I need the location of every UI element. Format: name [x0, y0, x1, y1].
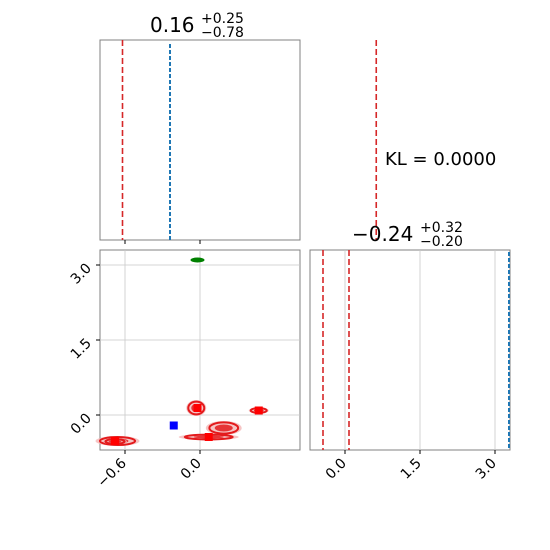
panel-marginal-2: 0.0 1.5 3.0 −0.24 +0.32 −0.20	[309, 220, 511, 483]
red-marker-3	[254, 406, 263, 415]
panel-2-title-lower: −0.20	[420, 234, 463, 250]
panel-marginal-1: 0.16 +0.25 −0.78	[99, 11, 378, 244]
red-marker-0	[111, 437, 119, 445]
panel-2-xtick-label-1: 1.5	[398, 456, 425, 483]
red-marker-2	[204, 433, 213, 441]
joint-ytick-label-0: 0.0	[68, 411, 95, 438]
joint-xtick-label-1: 0.0	[178, 456, 205, 483]
panel-2-title-main: −0.24	[352, 222, 413, 246]
joint-ytick-label-2: 3.0	[68, 261, 95, 288]
panel-1-title-lower: −0.78	[201, 25, 244, 41]
panel-1-title-upper: +0.25	[201, 11, 244, 27]
joint-ytick-label-1: 1.5	[68, 336, 95, 363]
red-marker-1	[193, 404, 202, 412]
panel-2-frame	[309, 249, 511, 451]
green-mode	[190, 257, 205, 263]
panel-2-xtick-label-2: 3.0	[473, 456, 500, 483]
panel-1-title: 0.16 +0.25 −0.78	[150, 11, 244, 41]
panel-2-title: −0.24 +0.32 −0.20	[352, 220, 463, 250]
red-mode-3	[205, 421, 242, 435]
blue-marker	[169, 421, 178, 430]
panel-2-title-upper: +0.32	[420, 220, 463, 236]
joint-xtick-label-0: −0.6	[94, 455, 129, 490]
panel-1-title-main: 0.16	[150, 13, 195, 37]
panel-1-frame	[99, 39, 301, 241]
panel-2-xtick-label-0: 0.0	[323, 456, 350, 483]
panel-joint: −0.6 0.0 0.0 1.5 3.0	[68, 249, 301, 491]
kl-annotation: KL = 0.0000	[385, 149, 496, 170]
